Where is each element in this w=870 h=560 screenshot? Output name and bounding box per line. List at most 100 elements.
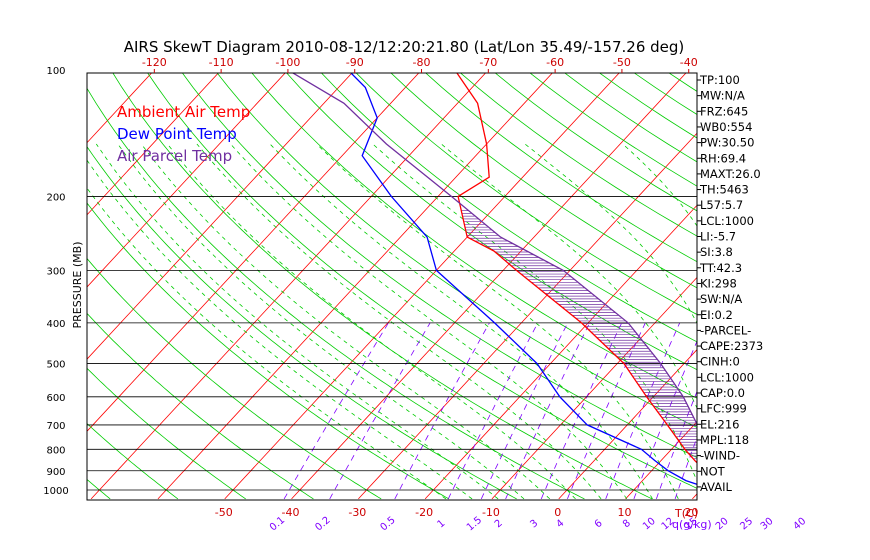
isotherm-line — [759, 61, 870, 499]
mixing-ratio-label: 1 — [436, 518, 448, 531]
index-entry: RH:69.4 — [700, 151, 746, 165]
isotherm-line — [0, 61, 29, 499]
index-entry: TT:42.3 — [699, 261, 742, 275]
legend-entry: Dew Point Temp — [117, 125, 237, 143]
mixing-ratio-label: 8 — [621, 518, 633, 531]
pressure-tick-label: 1000 — [43, 486, 68, 497]
mixing-ratio-label: 25 — [738, 516, 755, 533]
dry-adiabat-line — [768, 70, 870, 499]
mixing-ratio-label: 20 — [714, 516, 731, 533]
dry-adiabat-line — [0, 70, 43, 499]
index-entry: LFC:999 — [700, 402, 747, 416]
moist-adiabat-line — [140, 143, 551, 500]
legend: Ambient Air Temp Dew Point Temp Air Parcel… — [117, 103, 250, 165]
mixing-ratio-line — [807, 323, 859, 499]
isotherm-line — [424, 204, 697, 500]
bottom-temp-tick-label: 10 — [618, 506, 632, 519]
index-entry: TP:100 — [699, 73, 740, 87]
mixing-ratio-line — [774, 323, 830, 499]
isotherm-line — [87, 73, 353, 360]
legend-entry: Air Parcel Temp — [117, 147, 232, 165]
mixing-ratio-line — [633, 340, 697, 500]
isotherm-line — [826, 61, 870, 499]
mixing-ratio-label: 0.5 — [378, 515, 397, 534]
bottom-temp-tick-label: 0 — [554, 506, 561, 519]
isotherm-line — [87, 73, 153, 144]
chart-title: AIRS SkewT Diagram 2010-08-12/12:20:21.8… — [124, 38, 685, 56]
series-line-air-parcel-temp — [291, 73, 697, 426]
top-temp-tick-label: -80 — [413, 56, 431, 69]
index-entry: CAP:0.0 — [700, 386, 745, 400]
pressure-tick-label: 600 — [46, 393, 65, 404]
dry-adiabat-line — [494, 73, 697, 212]
mixing-ratio-label: 40 — [791, 516, 808, 533]
index-entry: MW:N/A — [700, 89, 745, 103]
moist-adiabat-line — [167, 143, 576, 500]
dry-adiabat-line — [734, 70, 870, 499]
pressure-tick-label: 700 — [46, 421, 65, 432]
dry-adiabat-line — [529, 73, 697, 187]
index-entry: SI:3.8 — [700, 245, 733, 259]
pressure-tick-label: 200 — [46, 192, 65, 203]
dry-adiabat-line — [459, 73, 697, 237]
mixing-ratio-label: 4 — [555, 518, 567, 531]
moist-adiabat-line — [441, 143, 697, 410]
pressure-tick-label: 900 — [46, 467, 65, 478]
plot-frame — [86, 72, 698, 501]
index-entry: TH:5463 — [699, 183, 749, 197]
index-entry: MAXT:26.0 — [700, 167, 761, 181]
mixing-ratio-line — [394, 322, 490, 500]
index-entry: -WIND- — [700, 449, 740, 463]
bottom-temp-tick-label: -20 — [415, 506, 433, 519]
dry-adiabat-line — [320, 73, 697, 343]
dry-adiabat-line — [87, 87, 585, 500]
index-entry: CAPE:2373 — [700, 339, 763, 353]
bottom-temp-tick-label: -30 — [348, 506, 366, 519]
dry-adiabat-line — [87, 257, 382, 500]
index-entry: MPL:118 — [700, 433, 749, 447]
dry-adiabat-line — [633, 73, 697, 116]
mixing-ratio-line — [447, 322, 539, 500]
isotherm-line — [491, 276, 697, 500]
dry-adiabat-line — [425, 73, 697, 263]
index-entry: AVAIL — [700, 480, 733, 494]
index-entry: EI:0.2 — [700, 308, 733, 322]
dry-adiabat-line — [87, 312, 314, 500]
top-temp-tick-label: -40 — [680, 56, 698, 69]
isotherm-line — [87, 73, 219, 216]
dry-adiabat-line — [355, 73, 697, 315]
mixing-ratio-label: 3 — [528, 518, 540, 531]
series-line-ambient-air-temp — [456, 73, 697, 464]
mixing-ratio-line — [480, 322, 569, 500]
dry-adiabat-line — [87, 367, 246, 500]
index-entry: NOT — [700, 464, 726, 478]
cape-hatch-layer — [461, 210, 697, 462]
moist-adiabat-line — [196, 143, 602, 500]
isotherm-line — [90, 73, 487, 500]
isotherm-line — [87, 73, 420, 432]
dry-adiabat-line — [147, 73, 697, 489]
index-entry: -PARCEL- — [700, 323, 751, 337]
index-entry: L57:5.7 — [700, 198, 743, 212]
dry-adiabat-line — [87, 422, 179, 500]
legend-entry: Ambient Air Temp — [117, 103, 250, 121]
index-entry: KI:298 — [700, 276, 737, 290]
top-temp-tick-label: -50 — [613, 56, 631, 69]
top-temp-tick-label: -90 — [346, 56, 364, 69]
series-layer — [291, 73, 697, 485]
bottom-temp-tick-label: 20 — [684, 506, 698, 519]
pressure-tick-label: 400 — [46, 319, 65, 330]
mixing-ratio-label: 30 — [759, 516, 776, 533]
mixing-ratio-line — [567, 322, 646, 500]
isotherm-line — [558, 349, 697, 500]
dry-adiabat-line — [87, 146, 517, 500]
index-entry: WB0:554 — [700, 120, 752, 134]
index-entry: EL:216 — [700, 417, 740, 431]
index-entry: FRZ:645 — [700, 104, 748, 118]
dry-adiabat-line — [112, 73, 653, 500]
series-line-dew-point-temp — [350, 73, 697, 485]
dry-adiabat-line — [181, 73, 697, 458]
index-entry: SW:N/A — [700, 292, 742, 306]
